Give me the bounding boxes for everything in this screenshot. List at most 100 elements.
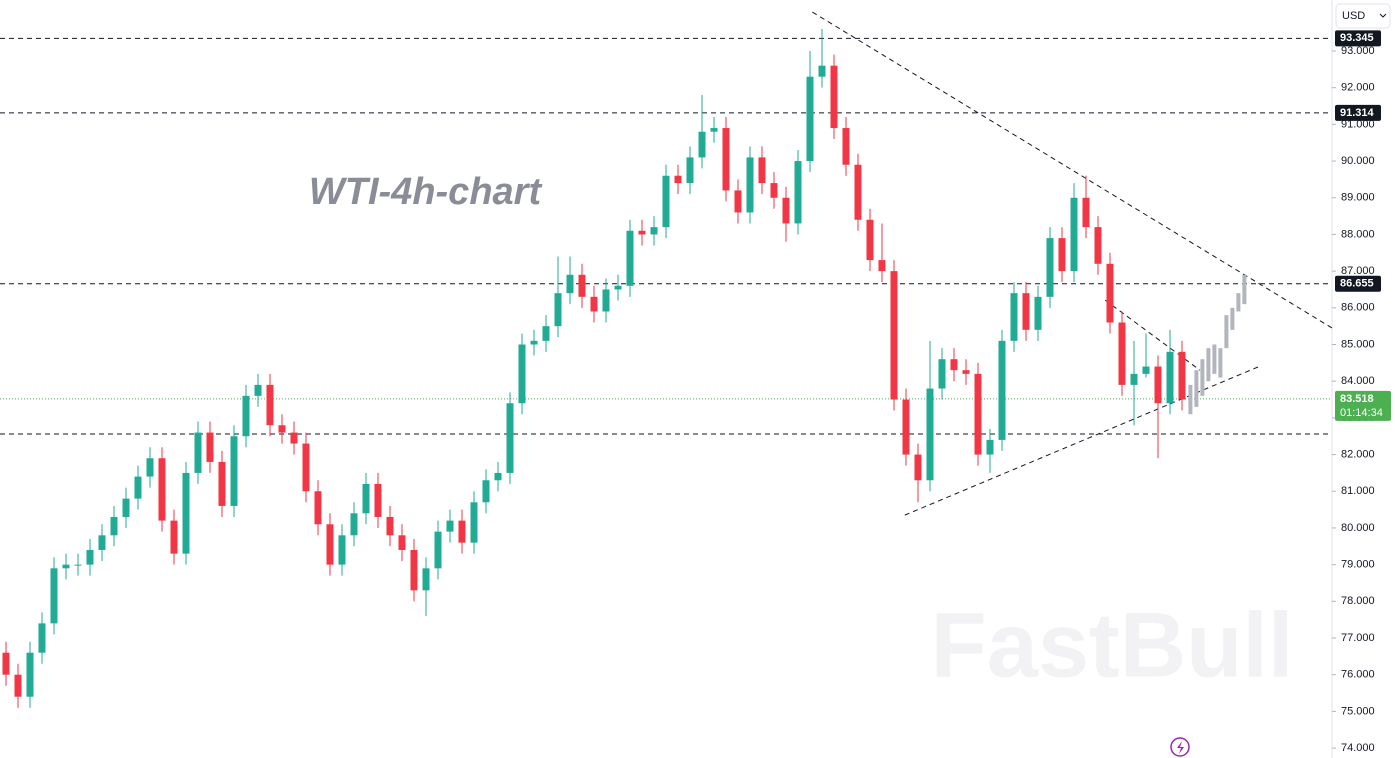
candle-body — [962, 370, 970, 374]
candle-body — [986, 439, 994, 455]
y-tick-label: 76.000 — [1341, 669, 1375, 681]
candle-body — [170, 520, 178, 554]
candle-body — [758, 157, 766, 184]
level-label-box — [1335, 104, 1381, 121]
candle-body — [1058, 238, 1066, 272]
y-tick-label: 82.000 — [1341, 448, 1375, 460]
candle-body — [698, 131, 706, 158]
y-tick-label: 88.000 — [1341, 228, 1375, 240]
candle-body — [926, 388, 934, 481]
candle-body — [662, 175, 670, 228]
countdown-label: 01:14:34 — [1340, 407, 1383, 419]
candle-body — [266, 384, 274, 426]
candle-body — [518, 344, 526, 404]
candle-body — [854, 164, 862, 220]
candle-body — [590, 296, 598, 312]
candle-body — [1082, 197, 1090, 228]
candle-body — [110, 516, 118, 536]
candle-body — [722, 128, 730, 191]
candle-body — [794, 161, 802, 224]
candle-body — [1154, 366, 1162, 404]
y-tick-label: 74.000 — [1341, 742, 1375, 754]
projection-bar — [1188, 384, 1193, 415]
candle-body — [506, 403, 514, 473]
level-label-box — [1335, 275, 1381, 292]
dropdown-arrow — [1379, 13, 1387, 18]
candle-body — [734, 190, 742, 213]
candle-body — [602, 289, 610, 312]
candle-body — [1070, 197, 1078, 272]
candle-body — [770, 183, 778, 198]
candle-body — [134, 476, 142, 499]
price-axis: 74.000 75.000 76.000 77.000 78.000 79.000 80.0… — [1332, 30, 1391, 754]
projection-bar — [1224, 315, 1229, 349]
candle-body — [98, 535, 106, 550]
projection-bar — [1194, 370, 1199, 407]
candle-body — [902, 399, 910, 455]
candle-body — [362, 483, 370, 514]
projection-bar — [1230, 307, 1235, 330]
candle-body — [278, 425, 286, 433]
candle-body — [782, 197, 790, 224]
candle-body — [2, 652, 10, 675]
candle-body — [806, 76, 814, 162]
chart-title: WTI-4h-chart — [309, 171, 543, 213]
y-tick-label: 79.000 — [1341, 559, 1375, 571]
candle-body — [1034, 296, 1042, 330]
candle-body — [458, 520, 466, 543]
candle-body — [950, 359, 958, 371]
trend-line — [904, 365, 1261, 516]
candle-body — [1106, 263, 1114, 323]
currency-select[interactable] — [1335, 3, 1391, 29]
candle-body — [146, 458, 154, 477]
candle-body — [86, 549, 94, 565]
candle-body — [254, 384, 262, 396]
candle-body — [1046, 238, 1054, 297]
candle-body — [842, 128, 850, 165]
projection-bar — [1242, 274, 1247, 305]
y-tick-label: 78.000 — [1341, 595, 1375, 607]
candle-body — [338, 535, 346, 565]
candle-body — [914, 454, 922, 481]
y-tick-label: 80.000 — [1341, 522, 1375, 534]
candle-body — [50, 568, 58, 624]
candle-body — [446, 520, 454, 532]
candle-body — [650, 227, 658, 235]
candle-body — [878, 260, 886, 272]
candle-body — [614, 285, 622, 290]
candle-body — [182, 472, 190, 554]
y-tick-label: 91.000 — [1341, 118, 1375, 130]
level-label-box — [1335, 30, 1381, 47]
candle-body — [710, 128, 718, 132]
candle-body — [1094, 227, 1102, 264]
plot-area — [0, 11, 1333, 708]
candle-body — [746, 157, 754, 213]
y-tick-label: 87.000 — [1341, 265, 1375, 277]
y-tick-label: 89.000 — [1341, 192, 1375, 204]
candle-body — [230, 436, 238, 506]
candle-body — [578, 274, 586, 297]
projection-bar — [1212, 344, 1217, 374]
y-tick-label: 92.000 — [1341, 82, 1375, 94]
candle-body — [350, 513, 358, 536]
level-label: 86.655 — [1340, 278, 1374, 290]
candle-body — [62, 564, 70, 569]
lightning-icon[interactable] — [1170, 737, 1190, 757]
projection-bar — [1218, 348, 1223, 378]
projection-bar — [1206, 348, 1211, 382]
y-tick-label: 93.000 — [1341, 45, 1375, 57]
candle-body — [626, 230, 634, 286]
lightning-bolt — [1177, 741, 1184, 754]
candle-body — [674, 175, 682, 184]
y-tick-label: 85.000 — [1341, 338, 1375, 350]
candle-body — [1142, 366, 1150, 374]
projection-bar — [1236, 293, 1241, 312]
candle-body — [554, 293, 562, 327]
trend-line — [1104, 299, 1201, 371]
y-tick-label: 75.000 — [1341, 705, 1375, 717]
candle-body — [122, 498, 130, 517]
y-tick-label: 90.000 — [1341, 155, 1375, 167]
candle-body — [494, 472, 502, 481]
candle-body — [686, 157, 694, 184]
